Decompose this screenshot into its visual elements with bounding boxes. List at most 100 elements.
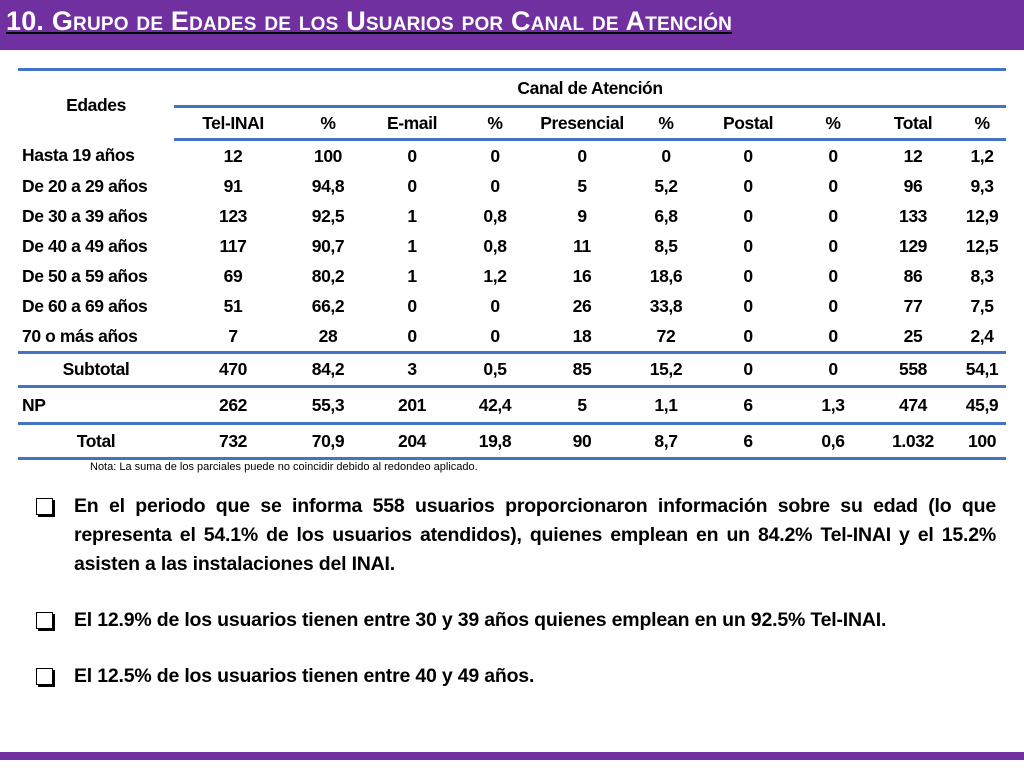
table-cell: 91 [223,175,243,196]
table-header-row-1: Edades Canal de Atención [18,68,1007,140]
table-cell: 55,3 [292,386,364,425]
column-header: % [798,106,868,141]
table-cell: 26 [572,295,592,316]
table-cell: 0 [828,175,838,196]
table-row: Subtotal 470 84,2 3 0,5 85 15,2 0 0 558 54,1 [18,351,1007,388]
table-note: Nota: La suma de los parciales puede no … [90,461,478,473]
table-row: NP 262 55,3 201 42,4 5 1,1 6 1,3 474 45,9 [18,386,1007,425]
bullet-item: En el periodo que se informa 558 usuario… [36,492,996,579]
table-cell: 0 [490,175,500,196]
table-cell: 0 [490,295,500,316]
table-cell: 12 [903,145,923,166]
row-label: De 50 a 59 años [22,265,148,286]
table-cell: 9,3 [970,175,994,196]
table-cell: 90,7 [311,235,345,256]
table-cell: 0 [798,351,868,388]
table-cell: 262 [174,386,292,425]
table-cell: 0 [698,351,798,388]
column-header: % [634,106,698,141]
bullet-item: El 12.5% de los usuarios tienen entre 40… [36,662,996,691]
table-cell: 9 [577,205,587,226]
table-cell: 0 [828,235,838,256]
checkbox-bullet-icon [36,498,53,515]
table-cell: 8,3 [970,265,994,286]
table-cell: 94,8 [311,175,345,196]
table-cell: 1,3 [798,386,868,425]
row-label: Hasta 19 años [22,144,135,165]
age-channel-table: Edades Canal de Atención Tel-INAI % E-ma… [18,68,1007,460]
table-cell: 1,1 [634,386,698,425]
row-label: De 30 a 39 años [22,205,148,226]
row-label: 70 o más años [22,325,138,346]
table-cell: 0 [407,295,417,316]
table-cell: 69 [223,265,243,286]
table-cell: 7,5 [970,295,994,316]
table-row: De 50 a 59 años 69 80,2 1 1,2 16 18,6 0 0 86 8,3 [18,261,1006,291]
table-cell: 16 [572,265,592,286]
table-cell: 0 [828,295,838,316]
column-header: E-mail [364,106,460,141]
table-cell: 133 [899,205,927,226]
table-cell: 1 [407,235,417,256]
table-cell: 42,4 [460,386,530,425]
table-cell: 6 [698,386,798,425]
table-cell: 0 [828,325,838,346]
bottom-bar [0,752,1024,760]
table-cell: 100 [314,145,342,166]
table-cell: 1 [407,265,417,286]
page-title: 10. Grupo de Edades de los Usuarios por … [6,6,733,36]
bullet-list: En el periodo que se informa 558 usuario… [36,492,996,691]
table-cell: 0 [490,145,500,166]
checkbox-bullet-icon [36,668,53,685]
table-cell: 3 [364,351,460,388]
table-cell: 0 [828,145,838,166]
row-label: De 40 a 49 años [22,235,148,256]
table-cell: 54,1 [958,351,1007,388]
table-cell: 12,5 [965,235,999,256]
table-cell: 0 [743,265,753,286]
table-cell: 0 [828,265,838,286]
table-cell: 0,6 [798,423,868,460]
table-cell: 0 [407,175,417,196]
table-cell: 12 [223,145,243,166]
table-cell: 66,2 [311,295,345,316]
table-cell: 18,6 [649,265,683,286]
table-cell: 5,2 [654,175,678,196]
table-cell: 77 [903,295,923,316]
column-header: Presencial [530,106,634,141]
table-cell: 470 [174,351,292,388]
table-cell: 86 [903,265,923,286]
table-cell: 0 [828,205,838,226]
column-header: Tel-INAI [174,106,292,141]
age-column-header: Edades [18,68,174,140]
table-row: De 40 a 49 años 117 90,7 1 0,8 11 8,5 0 0 129 12,5 [18,231,1006,261]
age-channel-table-wrap: Edades Canal de Atención Tel-INAI % E-ma… [18,68,1007,460]
column-header: % [292,106,364,141]
table-cell: 201 [364,386,460,425]
table-cell: 7 [228,325,238,346]
table-cell: 5 [530,386,634,425]
table-cell: 92,5 [311,205,345,226]
table-cell: 129 [899,235,927,256]
table-row: De 60 a 69 años 51 66,2 0 0 26 33,8 0 0 77 7,5 [18,291,1006,321]
table-cell: 0 [407,325,417,346]
table-cell: 117 [219,235,247,256]
table-cell: 5 [577,175,587,196]
table-cell: 90 [530,423,634,460]
row-label: NP [18,386,174,425]
table-cell: 558 [868,351,958,388]
table-cell: 85 [530,351,634,388]
row-label: Subtotal [18,351,174,388]
table-cell: 0 [743,205,753,226]
table-cell: 84,2 [292,351,364,388]
table-cell: 732 [174,423,292,460]
table-cell: 1.032 [868,423,958,460]
table-cell: 474 [868,386,958,425]
table-row: Total 732 70,9 204 19,8 90 8,7 6 0,6 1.032 100 [18,423,1007,460]
bullet-item: El 12.9% de los usuarios tienen entre 30… [36,606,996,635]
table-cell: 12,9 [965,205,999,226]
table-cell: 0 [743,175,753,196]
table-cell: 80,2 [311,265,345,286]
table-row: De 30 a 39 años 123 92,5 1 0,8 9 6,8 0 0 133 12,9 [18,201,1006,231]
table-cell: 6 [698,423,798,460]
